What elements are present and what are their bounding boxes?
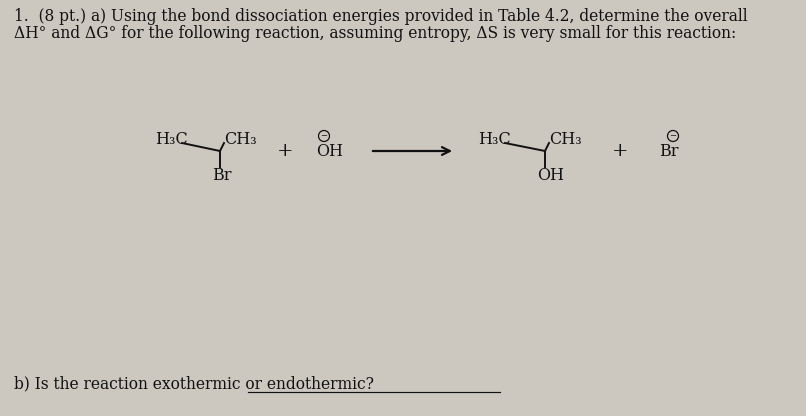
Text: CH₃: CH₃ [224,131,257,148]
Text: b) Is the reaction exothermic or endothermic?: b) Is the reaction exothermic or endothe… [14,375,374,392]
Text: H₃C: H₃C [478,131,511,148]
Text: +: + [276,142,293,160]
Text: OH: OH [537,166,564,183]
Text: −: − [670,132,676,140]
Text: OH: OH [316,143,343,159]
Text: Br: Br [212,166,231,183]
Text: Br: Br [659,143,679,159]
Text: −: − [321,132,327,140]
Text: CH₃: CH₃ [549,131,582,148]
Text: 1.  (8 pt.) a) Using the bond dissociation energies provided in Table 4.2, deter: 1. (8 pt.) a) Using the bond dissociatio… [14,8,748,25]
Text: +: + [612,142,628,160]
Text: H₃C: H₃C [155,131,188,148]
Text: ΔH° and ΔG° for the following reaction, assuming entropy, ΔS is very small for t: ΔH° and ΔG° for the following reaction, … [14,25,736,42]
